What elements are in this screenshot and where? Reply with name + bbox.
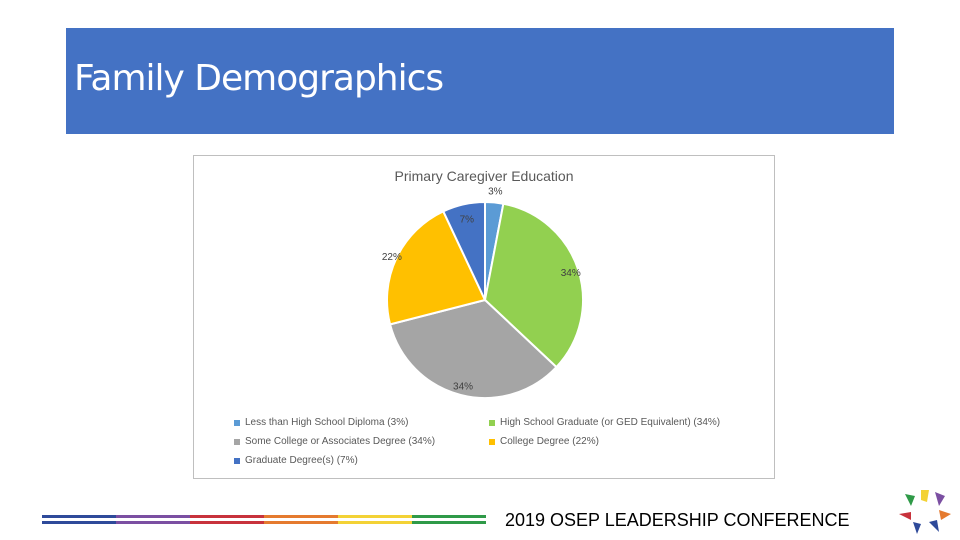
pie-slice	[483, 202, 584, 369]
footer-stripe-segment	[412, 521, 486, 524]
pie-data-label: 34%	[561, 268, 581, 279]
legend-item: High School Graduate (or GED Equivalent)…	[489, 417, 720, 428]
pie-slice	[441, 200, 486, 301]
footer-stripe-segment	[264, 521, 338, 524]
legend-swatch	[489, 419, 495, 426]
legend-item: Less than High School Diploma (3%)	[234, 417, 408, 428]
legend-swatch	[489, 438, 495, 445]
chart-frame: Primary Caregiver Education 3% 34% 34% 22% 7…	[193, 155, 775, 479]
footer-stripe-segment	[264, 515, 338, 518]
legend-label: Some College or Associates Degree (34%)	[245, 436, 436, 447]
pie-data-label: 7%	[460, 215, 475, 226]
legend-swatch	[234, 419, 240, 426]
legend-swatch	[234, 457, 240, 464]
footer-stripe-segment	[42, 515, 116, 518]
footer-stripe-segment	[338, 515, 412, 518]
legend-item: College Degree (22%)	[489, 436, 599, 447]
footer-stripe-segment	[190, 515, 264, 518]
legend-label: High School Graduate (or GED Equivalent)…	[500, 417, 721, 428]
pie-slice	[386, 209, 487, 326]
legend-swatch	[234, 438, 240, 445]
pie-data-label: 34%	[453, 381, 473, 392]
legend-item: Graduate Degree(s) (7%)	[234, 455, 358, 466]
footer-stripe-segment	[190, 521, 264, 524]
footer-stripe-segment	[42, 521, 116, 524]
pie-chart: Primary Caregiver Education 3% 34% 34% 22% 7…	[382, 168, 584, 399]
footer-stripe-segment	[116, 515, 190, 518]
title-bar: Family Demographics	[66, 28, 894, 134]
legend-label: Less than High School Diploma (3%)	[245, 417, 409, 428]
legend-label: College Degree (22%)	[500, 436, 599, 447]
slide-title: Family Demographics	[74, 58, 444, 99]
chart-title: Primary Caregiver Education	[395, 168, 574, 184]
conference-hands-logo-icon	[899, 490, 951, 534]
pie-slice	[388, 298, 558, 399]
footer-stripe-segment	[412, 515, 486, 518]
pie-data-label: 3%	[488, 187, 503, 198]
pie-data-label: 22%	[382, 252, 402, 263]
footer-stripe-segment	[338, 521, 412, 524]
legend-label: Graduate Degree(s) (7%)	[245, 455, 358, 466]
footer-stripe-segment	[116, 521, 190, 524]
legend-item: Some College or Associates Degree (34%)	[234, 436, 435, 447]
footer-conference-title: 2019 OSEP LEADERSHIP CONFERENCE	[505, 510, 850, 530]
